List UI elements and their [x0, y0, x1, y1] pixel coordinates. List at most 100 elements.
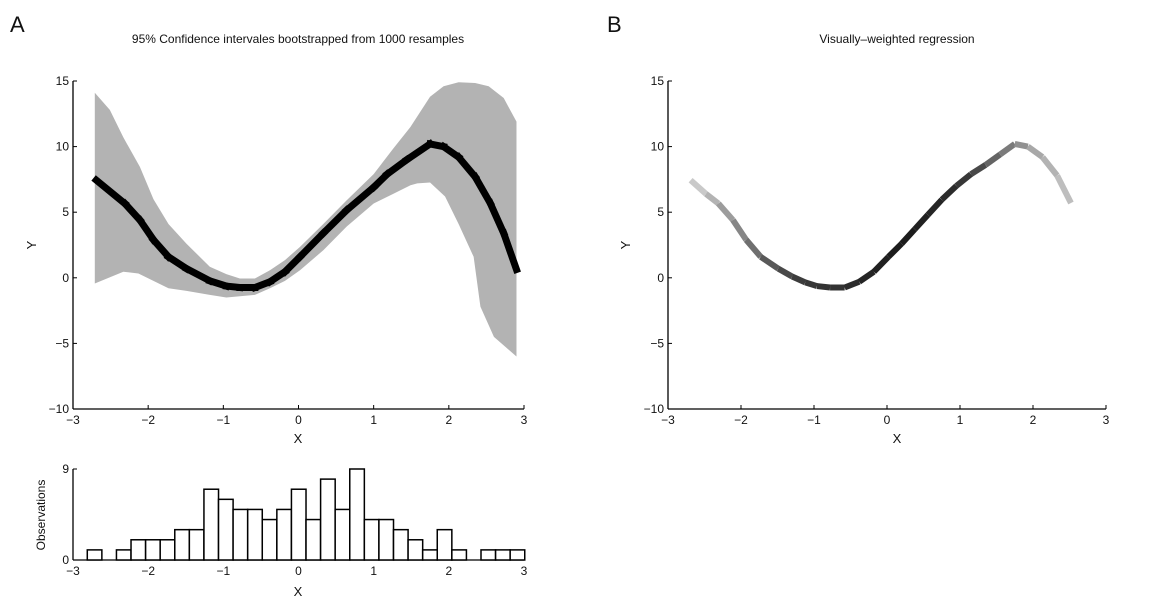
regression-segment — [453, 152, 481, 182]
regression-segment — [163, 251, 192, 274]
chart-a-y-tick-label: −10 — [49, 402, 70, 416]
panel-label-a: A — [10, 12, 25, 37]
histogram-x-tick-label: 2 — [445, 564, 452, 578]
histogram-bar — [407, 539, 424, 561]
panel-label-b: B — [607, 12, 622, 37]
weighted-regression-segment — [1014, 141, 1029, 150]
weighted-regression-segment — [912, 212, 931, 232]
histogram-bar — [363, 518, 380, 561]
weighted-regression-segment — [857, 269, 876, 285]
weighted-regression-segment — [1026, 144, 1045, 160]
weighted-regression-segment — [743, 237, 763, 259]
chart-b-y-tick-label: −5 — [650, 336, 664, 350]
confidence-band — [94, 82, 517, 357]
weighted-regression-segment — [1040, 155, 1060, 178]
chart-b-y-tick-label: −10 — [644, 402, 665, 416]
chart-b-title: Visually–weighted regression — [819, 32, 974, 46]
histogram-bar — [246, 508, 264, 561]
weighted-regression-segment — [1054, 174, 1074, 205]
histogram-x-tick-label: 1 — [370, 564, 377, 578]
weighted-regression-segment — [759, 254, 780, 272]
regression-segment — [295, 228, 329, 262]
weighted-regression-segment — [790, 273, 807, 286]
chart-b-y-tick-label: 15 — [651, 74, 665, 88]
histogram: −3 −2 −1 0 1 2 3 0 9 — [62, 462, 527, 578]
weighted-regression-segment — [688, 177, 708, 197]
histogram-bar — [319, 478, 336, 561]
histogram-bar — [378, 518, 395, 561]
chart-b-xlabel: X — [893, 431, 902, 446]
regression-segment — [485, 198, 509, 238]
weighted-regression-segment — [998, 141, 1017, 157]
regression-segment — [341, 182, 379, 216]
histogram-bar — [86, 549, 103, 561]
histogram-bar — [421, 549, 439, 561]
chart-b-y-tick-label: 10 — [651, 140, 665, 154]
histogram-x-tick-label: −3 — [66, 564, 80, 578]
histogram-bar — [144, 539, 161, 561]
weighted-regression-segment — [925, 197, 944, 217]
weighted-regression-segment — [776, 266, 794, 280]
histogram-x-tick-label: −2 — [141, 564, 155, 578]
histogram-y-tick-label: 0 — [62, 553, 69, 567]
histogram-bar — [188, 528, 205, 561]
histogram-xlabel: X — [294, 584, 303, 599]
histogram-x-tick-label: 0 — [295, 564, 302, 578]
chart-b-x-tick-label: 0 — [884, 413, 891, 427]
chart-a-xlabel: X — [294, 431, 303, 446]
chart-b-ylabel: Y — [618, 240, 633, 249]
chart-a-x-tick-label: −1 — [216, 413, 230, 427]
histogram-bar — [261, 518, 278, 561]
regression-segment — [318, 205, 352, 239]
chart-b-x-tick-label: 1 — [957, 413, 964, 427]
histogram-bar — [349, 468, 366, 561]
chart-a-title: 95% Confidence intervales bootstrapped f… — [132, 32, 464, 46]
weighted-regression-segment — [804, 279, 818, 289]
chart-b-x-tick-label: 2 — [1030, 413, 1037, 427]
weighted-regression-segment — [704, 191, 721, 206]
chart-a-x-tick-label: 3 — [521, 413, 528, 427]
chart-a-y-tick-label: −5 — [55, 336, 69, 350]
weighted-regression-segment — [954, 171, 973, 189]
chart-b-y-tick-label: 0 — [657, 271, 664, 285]
histogram-y-tick-label: 9 — [62, 462, 69, 476]
histogram-bar — [159, 539, 176, 561]
regression-segment — [91, 175, 130, 209]
weighted-regression-segment — [730, 218, 749, 242]
weighted-regression-segment — [843, 278, 861, 291]
regression-segment — [280, 251, 305, 277]
weighted-regression-segment — [969, 162, 988, 177]
histogram-bar — [290, 488, 307, 561]
regression-segment — [499, 228, 521, 274]
weighted-regression-segment — [886, 241, 904, 259]
histogram-bar — [203, 488, 220, 561]
weighted-regression-segment — [983, 152, 1002, 168]
regression-segment — [148, 234, 174, 262]
histogram-bar — [232, 508, 249, 561]
histogram-bar — [174, 528, 191, 561]
histogram-bar — [451, 549, 468, 561]
chart-a-x-tick-label: 2 — [445, 413, 452, 427]
chart-a-x-tick-label: 0 — [295, 413, 302, 427]
histogram-bar — [392, 528, 409, 561]
histogram-bar — [509, 549, 526, 561]
histogram-x-tick-label: −1 — [216, 564, 230, 578]
regression-segment — [135, 215, 159, 245]
histogram-ylabel: Observations — [34, 480, 48, 551]
regression-segment — [119, 198, 145, 226]
weighted-regression-segment — [716, 201, 736, 223]
histogram-x-tick-label: 3 — [521, 564, 528, 578]
histogram-bar — [217, 498, 234, 561]
chart-a-x-tick-label: −2 — [141, 413, 155, 427]
histogram-bar — [305, 518, 322, 561]
weighted-regression-segment — [939, 183, 959, 202]
weighted-regression-segment — [871, 254, 891, 274]
weighted-regression-segment — [899, 227, 917, 246]
chart-a-y-tick-label: 0 — [62, 271, 69, 285]
chart-b-x-tick-label: −3 — [661, 413, 675, 427]
chart-b-x-tick-label: −1 — [807, 413, 821, 427]
histogram-bar — [494, 549, 511, 561]
histogram-bar — [334, 508, 351, 561]
